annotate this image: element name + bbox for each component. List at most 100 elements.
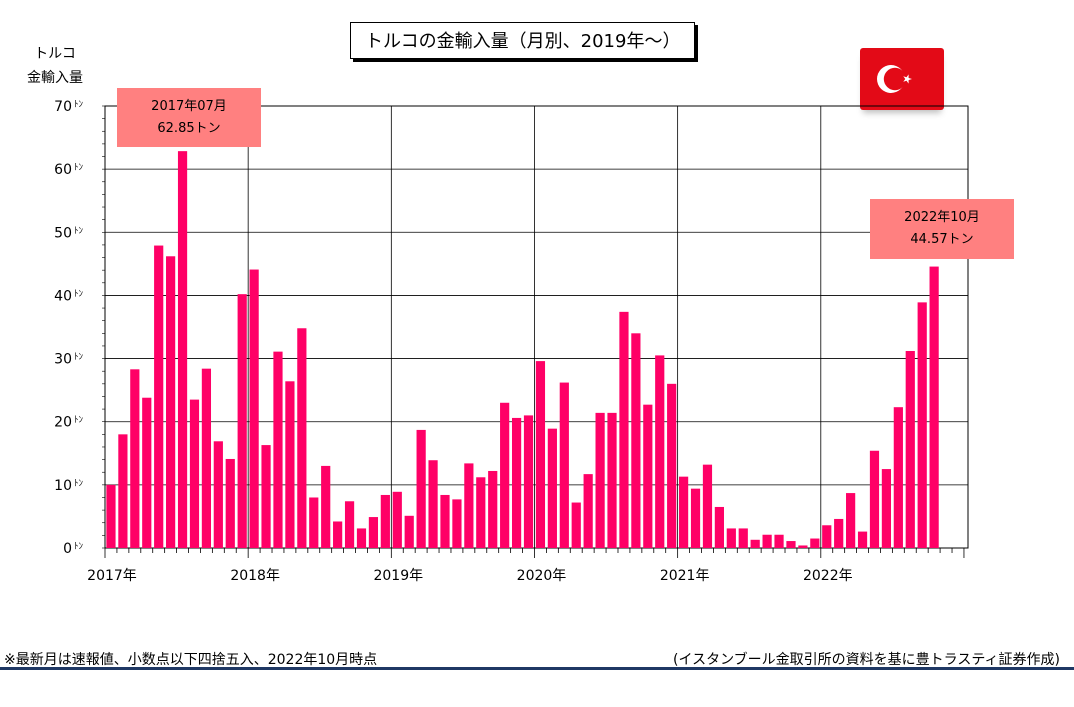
y-axis-label: トルコ 金輸入量: [20, 42, 90, 90]
bar: [189, 399, 200, 548]
peak-callout-value: 62.85トン: [157, 121, 221, 136]
bar: [428, 460, 438, 548]
bar: [631, 333, 641, 548]
bar: [583, 474, 593, 548]
bar: [476, 477, 486, 548]
bar: [822, 525, 832, 548]
x-tick-label: 2019年: [373, 568, 423, 584]
y-tick-unit: ﾄﾝ: [74, 226, 84, 236]
bar: [929, 266, 939, 548]
x-tick-label: 2018年: [230, 568, 280, 584]
bottom-rule: [0, 667, 1074, 670]
bar: [321, 465, 331, 548]
y-tick-unit: ﾄﾝ: [74, 542, 84, 552]
footnote: ※最新月は速報値、小数点以下四捨五入、2022年10月時点: [4, 652, 378, 668]
bar: [726, 528, 736, 548]
bar: [786, 541, 796, 548]
bar: [344, 501, 355, 548]
bar: [118, 434, 128, 548]
bar: [881, 469, 892, 548]
y-tick-unit: ﾄﾝ: [74, 416, 84, 426]
bar: [106, 484, 116, 548]
y-tick-unit: ﾄﾝ: [74, 353, 84, 363]
y-tick-label: 70: [54, 99, 72, 115]
latest-callout-value: 44.57トン: [910, 232, 974, 247]
bar: [750, 539, 760, 548]
peak-callout-date: 2017年07月: [151, 99, 227, 114]
bar: [798, 545, 808, 548]
bar: [774, 534, 784, 548]
x-tick-label: 2017年: [87, 568, 137, 584]
bar: [571, 502, 581, 548]
bar: [130, 369, 140, 548]
bar: [213, 441, 223, 548]
bar: [488, 470, 498, 548]
bar: [714, 506, 724, 548]
bar: [440, 494, 450, 548]
bar: [201, 368, 212, 548]
chart-title: トルコの金輸入量（月別、2019年～）: [350, 22, 696, 59]
bar: [702, 464, 713, 548]
y-tick-unit: ﾄﾝ: [74, 479, 84, 489]
y-tick-label: 20: [54, 415, 72, 431]
turkey-flag-icon: [860, 48, 944, 110]
bar: [285, 381, 295, 548]
x-tick-label: 2020年: [517, 568, 567, 584]
latest-callout-date: 2022年10月: [904, 210, 980, 225]
bar: [392, 491, 402, 548]
y-axis-label-line1: トルコ: [34, 46, 76, 62]
bar: [535, 361, 546, 548]
bar: [810, 538, 820, 548]
bar: [380, 494, 390, 548]
bar: [905, 350, 915, 548]
y-tick-unit: ﾄﾝ: [74, 100, 84, 110]
y-axis-label-line2: 金輸入量: [27, 70, 83, 86]
bar: [416, 429, 426, 548]
bar: [679, 476, 689, 548]
bar: [834, 518, 844, 548]
source-note: (イスタンブール金取引所の資料を基に豊トラスティ証券作成): [673, 652, 1060, 668]
y-tick-label: 40: [54, 288, 72, 304]
bar: [738, 528, 748, 548]
bar: [297, 328, 307, 548]
bar: [249, 269, 259, 548]
y-tick-label: 30: [54, 352, 72, 368]
bar: [166, 256, 176, 548]
bar: [607, 412, 617, 548]
bar: [273, 351, 283, 548]
bar: [523, 415, 534, 548]
y-tick-label: 0: [63, 541, 72, 557]
bar: [237, 294, 247, 548]
bar: [595, 412, 605, 548]
bar: [225, 458, 235, 548]
bar: [368, 517, 379, 548]
bar: [333, 521, 343, 548]
bar: [762, 534, 772, 548]
bar: [547, 428, 557, 548]
bar: [261, 445, 271, 548]
bar: [893, 407, 903, 548]
bar: [464, 463, 474, 548]
bar: [667, 383, 677, 548]
latest-callout: 2022年10月 44.57トン: [870, 199, 1014, 259]
bar: [559, 382, 569, 548]
y-tick-unit: ﾄﾝ: [74, 163, 84, 173]
bar: [177, 151, 188, 548]
bar: [655, 355, 665, 548]
bar: [309, 497, 319, 548]
bar: [452, 499, 462, 548]
y-tick-label: 60: [54, 162, 72, 178]
bar: [142, 397, 152, 548]
bar: [857, 531, 868, 548]
x-tick-label: 2021年: [660, 568, 710, 584]
bar: [154, 245, 164, 549]
bar: [356, 528, 367, 548]
bar: [869, 450, 880, 548]
y-tick-label: 10: [54, 478, 72, 494]
bar: [619, 311, 629, 548]
bar: [846, 493, 856, 548]
y-tick-label: 50: [54, 225, 72, 241]
bar: [404, 515, 414, 548]
y-tick-unit: ﾄﾝ: [74, 289, 84, 299]
